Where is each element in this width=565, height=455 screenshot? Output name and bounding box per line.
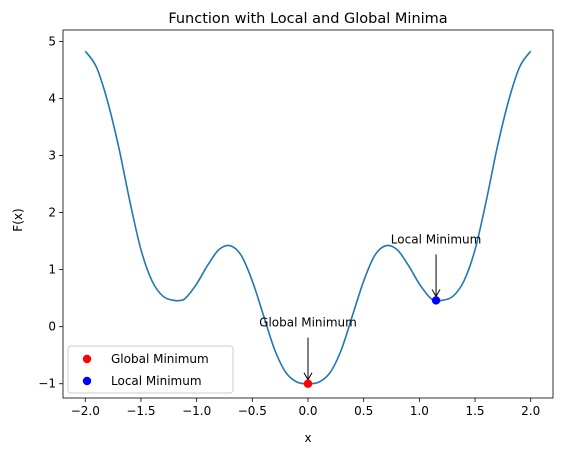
legend-label: Global Minimum: [111, 352, 209, 366]
legend-marker: [82, 376, 92, 386]
scatter-point: [303, 379, 313, 388]
x-tick-label: −2.0: [71, 404, 100, 418]
y-tick-label: −1: [38, 377, 56, 391]
y-tick-label: 4: [48, 91, 56, 105]
y-tick-label: 2: [48, 206, 56, 220]
x-tick-label: 0.5: [354, 404, 373, 418]
legend-label: Local Minimum: [111, 374, 202, 388]
x-axis-label: x: [304, 431, 311, 445]
y-tick-label: 3: [48, 149, 56, 163]
y-axis-label: F(x): [11, 208, 25, 231]
x-tick-label: −1.0: [182, 404, 211, 418]
plot-frame: [62, 29, 554, 399]
x-tick-label: −1.5: [126, 404, 155, 418]
chart-title: Function with Local and Global Minima: [168, 11, 447, 27]
legend-marker: [82, 354, 92, 364]
x-tick-label: −0.5: [238, 404, 267, 418]
x-tick-label: 2.0: [521, 404, 540, 418]
plot-area: −2.0 −1.5 −1.0 −0.5 0.0 0.5 1.0 1.5 2.0 −1 0 1 2 3 4 5 G…: [38, 29, 554, 418]
annotation-label: Local Minimum: [391, 232, 482, 246]
y-tick-label: 1: [48, 263, 56, 277]
annotation-label: Global Minimum: [259, 316, 357, 330]
y-tick-label: 0: [48, 320, 56, 334]
scatter-point: [431, 296, 441, 305]
y-tick-label: 5: [48, 34, 56, 48]
x-tick-label: 1.0: [410, 404, 429, 418]
x-tick-label: 0.0: [298, 404, 317, 418]
function-curve: [84, 50, 532, 385]
legend-box: [67, 345, 234, 394]
x-tick-label: 1.5: [465, 404, 484, 418]
